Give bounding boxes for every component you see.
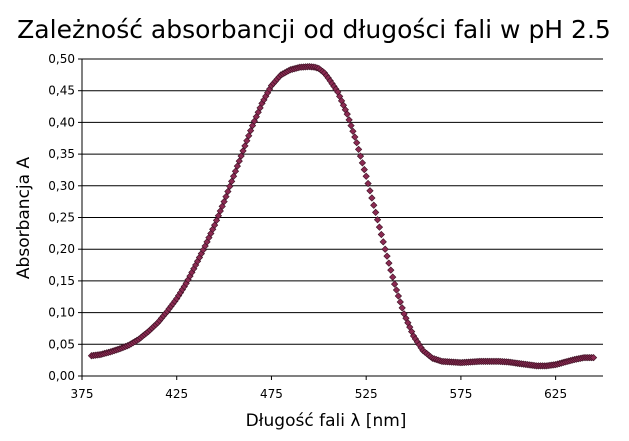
y-axis-ticks: 0,00 0,05 0,10 0,15 0,20 0,25 0,30 0,35 0,40 0,45… xyxy=(48,52,82,383)
y-tick-label: 0,05 xyxy=(48,337,75,351)
data-point xyxy=(224,187,232,196)
data-point xyxy=(351,133,359,141)
data-point xyxy=(349,127,357,135)
data-point xyxy=(354,145,363,154)
data-point xyxy=(396,298,404,306)
x-tick-label: 475 xyxy=(260,387,283,401)
x-axis-ticks: 375 425 475 525 575 625 xyxy=(71,376,567,401)
data-point xyxy=(231,167,240,175)
data-points xyxy=(87,62,598,370)
y-tick-label: 0,15 xyxy=(48,274,75,288)
data-point xyxy=(390,280,399,288)
y-tick-label: 0,35 xyxy=(48,147,75,161)
data-point xyxy=(220,198,228,206)
data-point xyxy=(589,353,598,362)
data-point xyxy=(366,187,374,195)
data-point xyxy=(383,252,391,260)
data-point xyxy=(239,147,247,155)
data-point xyxy=(381,245,389,253)
data-point xyxy=(246,127,255,135)
data-point xyxy=(222,192,230,201)
y-tick-label: 0,50 xyxy=(48,52,75,66)
data-point xyxy=(368,194,376,202)
x-tick-label: 575 xyxy=(449,387,472,401)
data-point xyxy=(375,223,384,231)
data-point xyxy=(398,304,406,312)
data-point xyxy=(377,230,385,239)
y-tick-label: 0,40 xyxy=(48,115,75,129)
data-point xyxy=(353,139,361,147)
data-point xyxy=(389,273,397,281)
data-point xyxy=(229,172,238,180)
data-point xyxy=(228,177,236,185)
data-point xyxy=(226,182,234,191)
data-point xyxy=(241,142,249,150)
x-tick-label: 425 xyxy=(165,387,188,401)
data-point xyxy=(356,152,365,160)
y-axis-label: Absorbancja A xyxy=(14,157,34,280)
y-tick-label: 0,25 xyxy=(48,211,75,225)
data-point xyxy=(345,116,353,124)
x-tick-label: 625 xyxy=(544,387,567,401)
y-tick-label: 0,30 xyxy=(48,179,75,193)
data-point xyxy=(243,137,251,145)
data-point xyxy=(373,216,382,224)
x-axis-label: Długość fali λ [nm] xyxy=(246,411,407,431)
data-point xyxy=(237,152,245,160)
y-tick-label: 0,00 xyxy=(48,369,75,383)
y-tick-label: 0,20 xyxy=(48,242,75,256)
data-point xyxy=(394,292,403,300)
data-point xyxy=(216,207,224,215)
data-point xyxy=(358,159,367,167)
x-tick-label: 375 xyxy=(71,387,94,401)
chart-title: Zależność absorbancji od długości fali w… xyxy=(17,15,611,44)
y-tick-label: 0,10 xyxy=(48,306,75,320)
data-point xyxy=(245,132,253,140)
data-point xyxy=(379,238,387,246)
data-point xyxy=(360,165,368,174)
data-point xyxy=(347,121,355,130)
data-point xyxy=(233,162,241,170)
data-point xyxy=(235,157,243,165)
data-point xyxy=(343,110,351,118)
data-point xyxy=(387,266,395,274)
data-point xyxy=(364,179,372,188)
data-point xyxy=(362,172,370,180)
data-point xyxy=(392,286,401,294)
data-point xyxy=(372,208,380,217)
x-tick-label: 525 xyxy=(355,387,378,401)
data-point xyxy=(370,201,378,209)
y-tick-label: 0,45 xyxy=(48,84,75,98)
data-point xyxy=(385,259,393,267)
